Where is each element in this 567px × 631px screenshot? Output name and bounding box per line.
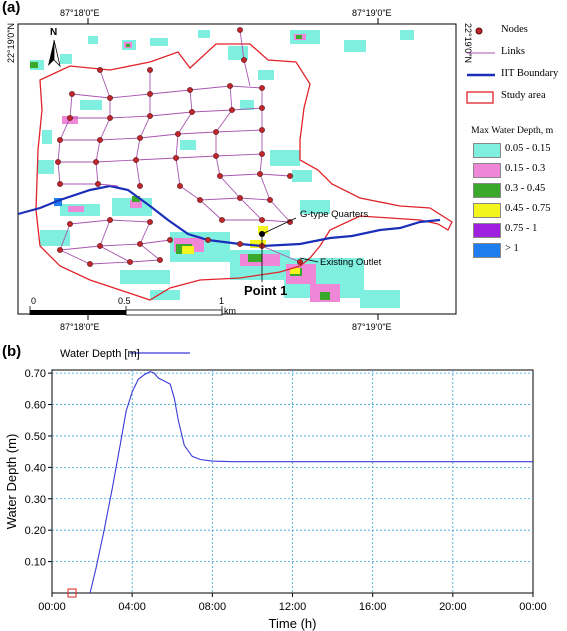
depth-class-item: > 1 — [463, 242, 567, 258]
depth-class-swatch — [473, 203, 501, 218]
x-axis-label: Time (h) — [269, 616, 317, 631]
depth-class-item: 0.75 - 1 — [463, 222, 567, 238]
scale-label-unit: km — [224, 306, 236, 316]
legend-symbol-area — [466, 91, 494, 104]
legend-item-link: Links — [463, 46, 567, 62]
scale-label-half: 0.5 — [118, 296, 131, 306]
depth-class-label: 0.45 - 0.75 — [505, 203, 551, 214]
scale-label-one: 1 — [219, 296, 225, 306]
legend-symbol-boundary — [467, 73, 495, 77]
y-tick-label: 0.70 — [25, 368, 46, 380]
map-legend: Nodes Links IIT Boundary Study area Max Wat… — [463, 24, 567, 264]
x-tick-label: 08:00 — [199, 601, 227, 613]
panel-a-label: (a) — [2, 0, 21, 16]
x-tick-label: 20:00 — [439, 601, 467, 613]
network-nodes — [55, 27, 303, 267]
legend-symbol-node — [475, 27, 483, 35]
annotation-point-1: Point 1 — [244, 283, 288, 298]
coord-bottom-right: 87°19'0"E — [352, 322, 392, 332]
x-tick-label: 00:00 — [519, 601, 547, 613]
depth-class-swatch — [473, 183, 501, 198]
coord-top-right: 87°19'0"E — [352, 8, 392, 18]
y-tick-label: 0.20 — [25, 525, 46, 537]
panel-b-label: (b) — [2, 343, 22, 360]
legend-symbol-link — [467, 52, 495, 54]
legend-label-boundary: IIT Boundary — [501, 68, 559, 79]
y-tick-label: 0.30 — [25, 494, 46, 506]
north-label: N — [50, 27, 58, 38]
legend-label-link: Links — [501, 46, 525, 57]
depth-class-label: 0.05 - 0.15 — [505, 143, 551, 154]
water-depth-raster — [30, 30, 414, 308]
depth-class-label: 0.75 - 1 — [505, 223, 538, 234]
series-line-water-depth — [89, 370, 533, 594]
y-tick-label: 0.50 — [25, 431, 46, 443]
study-area-outline — [35, 43, 453, 301]
map-frame — [17, 18, 457, 320]
depth-class-label: 0.3 - 0.45 — [505, 183, 546, 194]
scale-bar — [29, 306, 223, 316]
depth-class-label: 0.15 - 0.3 — [505, 163, 546, 174]
depth-class-swatch — [473, 223, 501, 238]
legend-label-node: Nodes — [501, 24, 528, 35]
depth-class-label: > 1 — [505, 243, 519, 254]
depth-class-swatch — [473, 163, 501, 178]
x-tick-label: 16:00 — [359, 601, 387, 613]
legend-item-node: Nodes — [463, 24, 567, 40]
water-depth-chart: Water Depth [m] 0.10 0.20 0.30 0.40 0.50 0.60 0… — [4, 348, 547, 631]
y-tick-label: 0.60 — [25, 400, 46, 412]
x-tick-label: 00:00 — [38, 601, 66, 613]
depth-class-item: 0.05 - 0.15 — [463, 142, 567, 158]
coord-top-left: 87°18'0"E — [60, 8, 100, 18]
depth-class-item: 0.15 - 0.3 — [463, 162, 567, 178]
annotation-existing-outlet: Existing Outlet — [320, 257, 382, 268]
legend-label-area: Study area — [501, 90, 546, 101]
depth-class-item: 0.3 - 0.45 — [463, 182, 567, 198]
coord-bottom-left: 87°18'0"E — [60, 322, 100, 332]
legend-item-area: Study area — [463, 90, 567, 106]
scale-label-0: 0 — [31, 296, 37, 306]
depth-class-swatch — [473, 143, 501, 158]
north-arrow — [48, 39, 61, 68]
depth-legend-title: Max Water Depth, m — [471, 125, 554, 136]
depth-class-swatch — [473, 243, 501, 258]
time-marker — [67, 588, 77, 598]
y-axis-label: Water Depth (m) — [4, 434, 19, 530]
legend-item-boundary: IIT Boundary — [463, 68, 567, 84]
annotation-g-type-quarters: G-type Quarters — [300, 209, 369, 220]
x-tick-label: 04:00 — [118, 601, 146, 613]
y-tick-label: 0.40 — [25, 462, 46, 474]
chart-legend-label: Water Depth [m] — [60, 348, 140, 360]
depth-class-item: 0.45 - 0.75 — [463, 202, 567, 218]
x-tick-label: 12:00 — [279, 601, 307, 613]
y-tick-label: 0.10 — [25, 557, 46, 569]
